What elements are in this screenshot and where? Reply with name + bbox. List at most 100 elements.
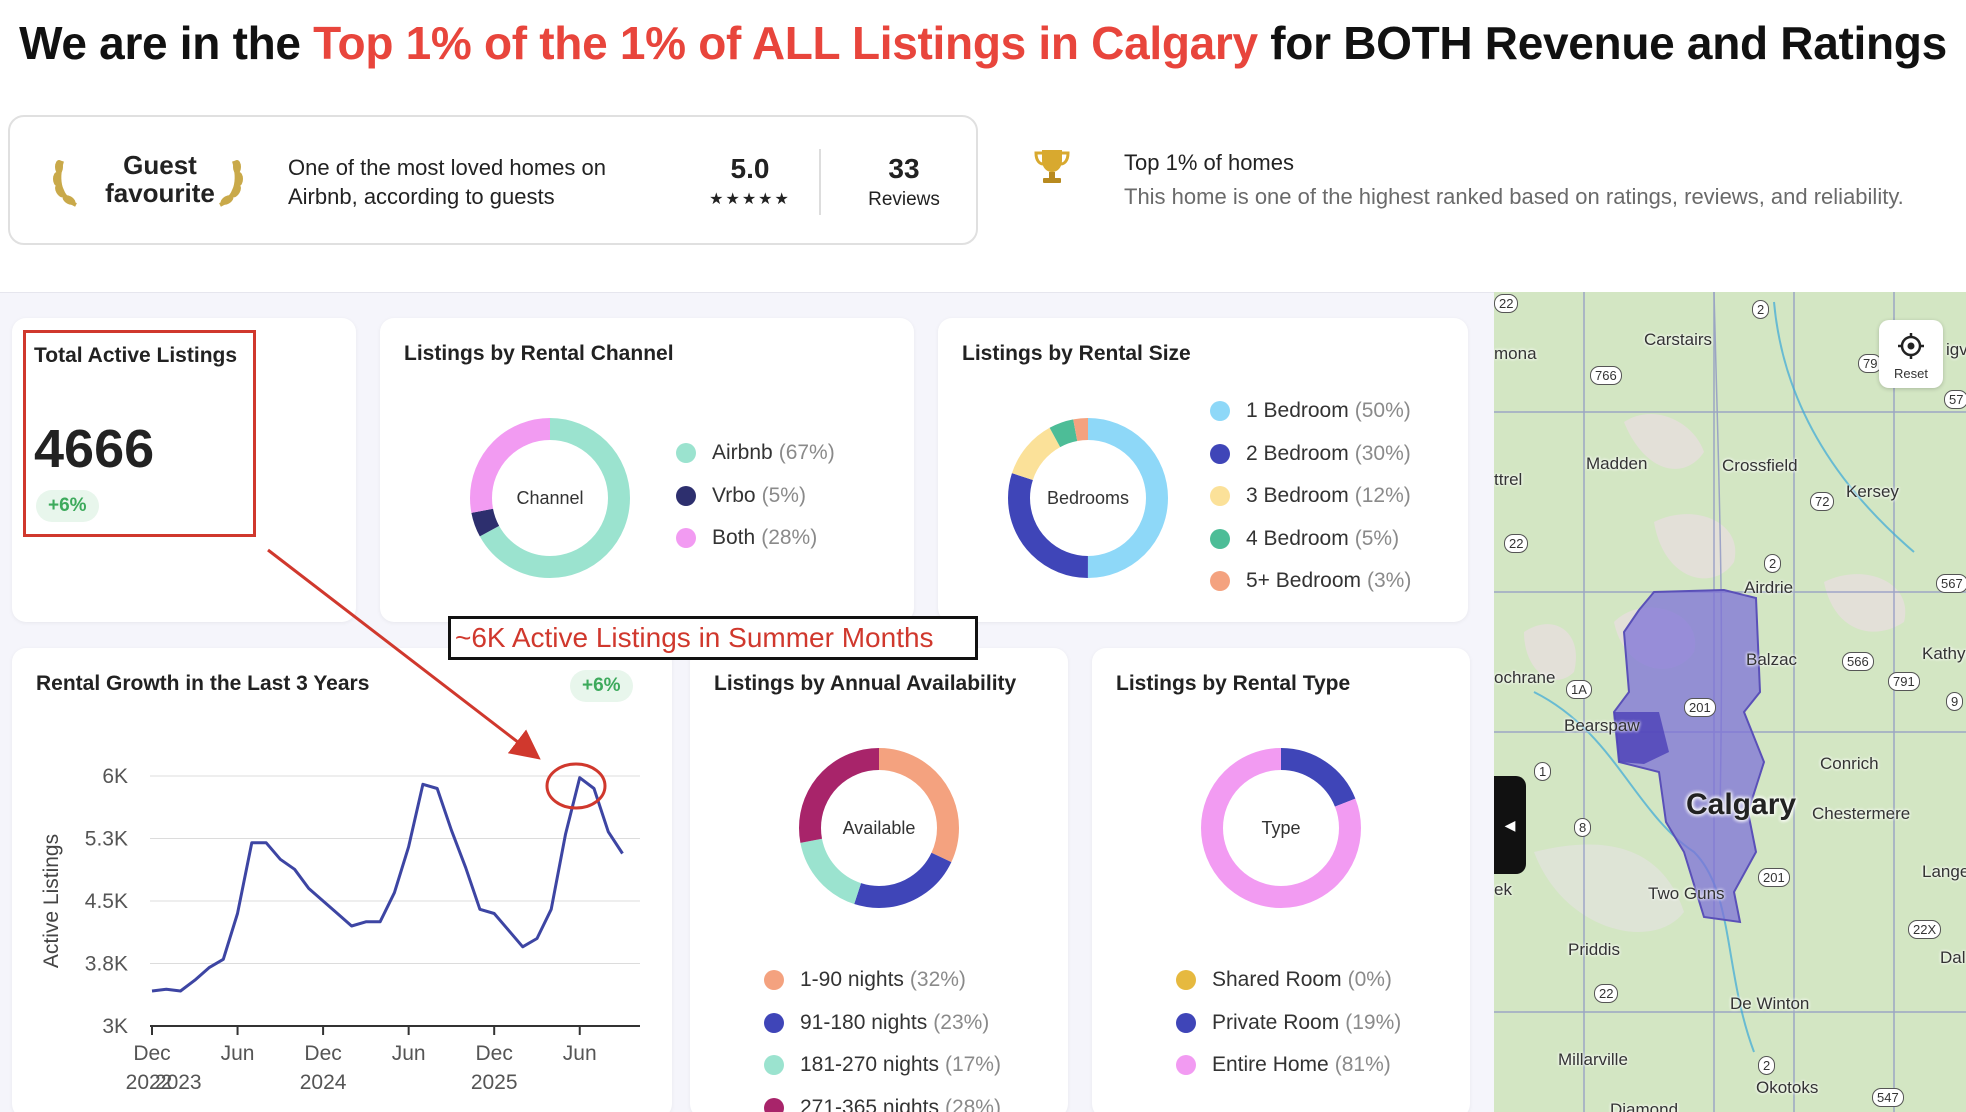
donut-segment[interactable] [1008,418,1168,578]
legend-item[interactable]: 1 Bedroom (50%) [1210,390,1411,433]
legend-item[interactable]: 91-180 nights (23%) [764,1002,1001,1045]
map-town-label: Chestermere [1812,804,1911,823]
legend-item[interactable]: Entire Home (81%) [1176,1044,1401,1087]
map-town-label: Millarville [1558,1050,1628,1069]
legend-item[interactable]: Both (28%) [676,517,835,560]
chevron-left-icon: ◀ [1504,817,1516,833]
rental-type-title: Listings by Rental Type [1116,672,1351,695]
legend-item[interactable]: 2 Bedroom (30%) [1210,433,1411,476]
rental-channel-legend: Airbnb (67%) Vrbo (5%) Both (28%) [676,432,835,560]
guest-favourite-card: Guest favourite One of the most loved ho… [8,115,978,245]
legend-percent: (19%) [1345,1010,1402,1034]
legend-dot-icon [764,1055,784,1076]
legend-item[interactable]: 4 Bedroom (5%) [1210,518,1411,561]
road-shield: 567 [1936,574,1966,593]
map-town-label: Two Guns [1648,884,1725,903]
listings-map[interactable]: Carstairs mona Madden Crossfield Kersey … [1494,292,1966,1112]
rental-channel-title: Listings by Rental Channel [404,342,674,365]
star-rating-icon: ★★★★★ [709,191,791,208]
legend-item[interactable]: Shared Room (0%) [1176,959,1401,1002]
legend-dot-icon [676,485,696,506]
legend-label: 3 Bedroom [1246,484,1349,508]
map-town-label: Bearspaw [1564,716,1640,735]
total-listings-value: 4666 [34,419,155,479]
donut-segment[interactable] [799,748,959,908]
rental-channel-donut: Channel [470,418,630,578]
map-town-label: Kathyr [1922,644,1966,663]
donut-segment[interactable] [1008,418,1168,578]
x-tick-label: Dec [133,1042,170,1065]
donut-segment[interactable] [470,418,630,578]
x-year-label: 2023 [155,1071,202,1094]
laurel-left-icon [53,160,78,207]
y-tick-label: 3K [102,1015,128,1038]
legend-dot-icon [676,443,696,464]
headline-prefix: We are in the [19,17,314,69]
divider [819,149,821,215]
map-town-label: Conrich [1820,754,1879,773]
legend-item[interactable]: 5+ Bedroom (3%) [1210,560,1411,603]
guest-favourite-title: Guest favourite [105,150,215,208]
legend-dot-icon [1176,1055,1196,1076]
road-shield: 2 [1764,554,1782,573]
road-shield: 22 [1594,984,1619,1003]
y-tick-label: 5.3K [85,828,128,851]
legend-percent: (50%) [1354,399,1411,423]
road-shield: 8 [1574,818,1592,837]
legend-label: Both [712,526,756,550]
legend-item[interactable]: 271-365 nights (28%) [764,1087,1001,1112]
y-tick-label: 4.5K [85,890,128,913]
rental-type-donut: Type [1201,748,1361,908]
rental-size-legend: 1 Bedroom (50%) 2 Bedroom (30%) 3 Bedroom (12… [1210,390,1411,603]
laurel-right-icon [218,160,243,207]
legend-item[interactable]: Vrbo (5%) [676,475,835,518]
road-shield: 2 [1752,300,1770,319]
map-town-label: Okotoks [1756,1078,1819,1097]
rental-growth-change-badge: +6% [570,670,633,702]
map-town-label: ochrane [1494,668,1556,687]
legend-percent: (17%) [944,1053,1001,1077]
donut-segment[interactable] [799,748,959,908]
legend-item[interactable]: 181-270 nights (17%) [764,1044,1001,1087]
legend-label: 91-180 nights [800,1010,928,1034]
legend-percent: (3%) [1367,569,1412,593]
road-shield: 1A [1566,680,1592,699]
legend-item[interactable]: Airbnb (67%) [676,432,835,475]
legend-item[interactable]: 3 Bedroom (12%) [1210,475,1411,518]
road-shield: 2 [1758,1056,1776,1075]
legend-percent: (23%) [933,1010,990,1034]
road-shield: 57 [1944,390,1966,409]
total-listings-title: Total Active Listings [34,344,238,367]
legend-dot-icon [1210,571,1230,592]
map-town-label: Madden [1586,454,1648,473]
donut-segment[interactable] [1201,748,1361,908]
rating-value: 5.0 [730,153,770,184]
map-town-label: Diamond [1610,1100,1679,1112]
x-year-label: 2024 [300,1071,347,1094]
legend-label: 271-365 nights [800,1095,939,1112]
collapse-panel-button[interactable]: ◀ [1494,776,1526,874]
series-line-active-listings[interactable] [151,776,624,993]
reviews-label: Reviews [868,189,940,210]
x-year-label: 2022 [126,1071,173,1094]
rental-size-donut: Bedrooms [1008,418,1168,578]
legend-percent: (12%) [1354,484,1411,508]
map-town-label: Dal [1940,948,1966,967]
legend-item[interactable]: 1-90 nights (32%) [764,959,1001,1002]
legend-percent: (0%) [1347,968,1392,992]
road-shield: 791 [1888,672,1920,691]
legend-label: Airbnb [712,441,773,465]
reviews-link[interactable]: 33 Reviews [844,153,964,211]
road-shield: 201 [1684,698,1716,717]
annual-availability-legend: 1-90 nights (32%) 91-180 nights (23%) 181-27… [764,959,1001,1112]
top-homes-description: This home is one of the highest ranked b… [1124,184,1904,209]
legend-item[interactable]: Private Room (19%) [1176,1002,1401,1045]
page-headline: We are in the Top 1% of the 1% of ALL Li… [0,16,1966,70]
annual-availability-card: Listings by Annual Availability Availabl… [690,648,1068,1112]
road-shield: 22 [1494,294,1519,313]
map-reset-button[interactable]: Reset [1879,320,1943,388]
legend-label: Shared Room [1212,968,1342,992]
y-tick-label: 6K [102,765,128,788]
legend-dot-icon [676,528,696,549]
